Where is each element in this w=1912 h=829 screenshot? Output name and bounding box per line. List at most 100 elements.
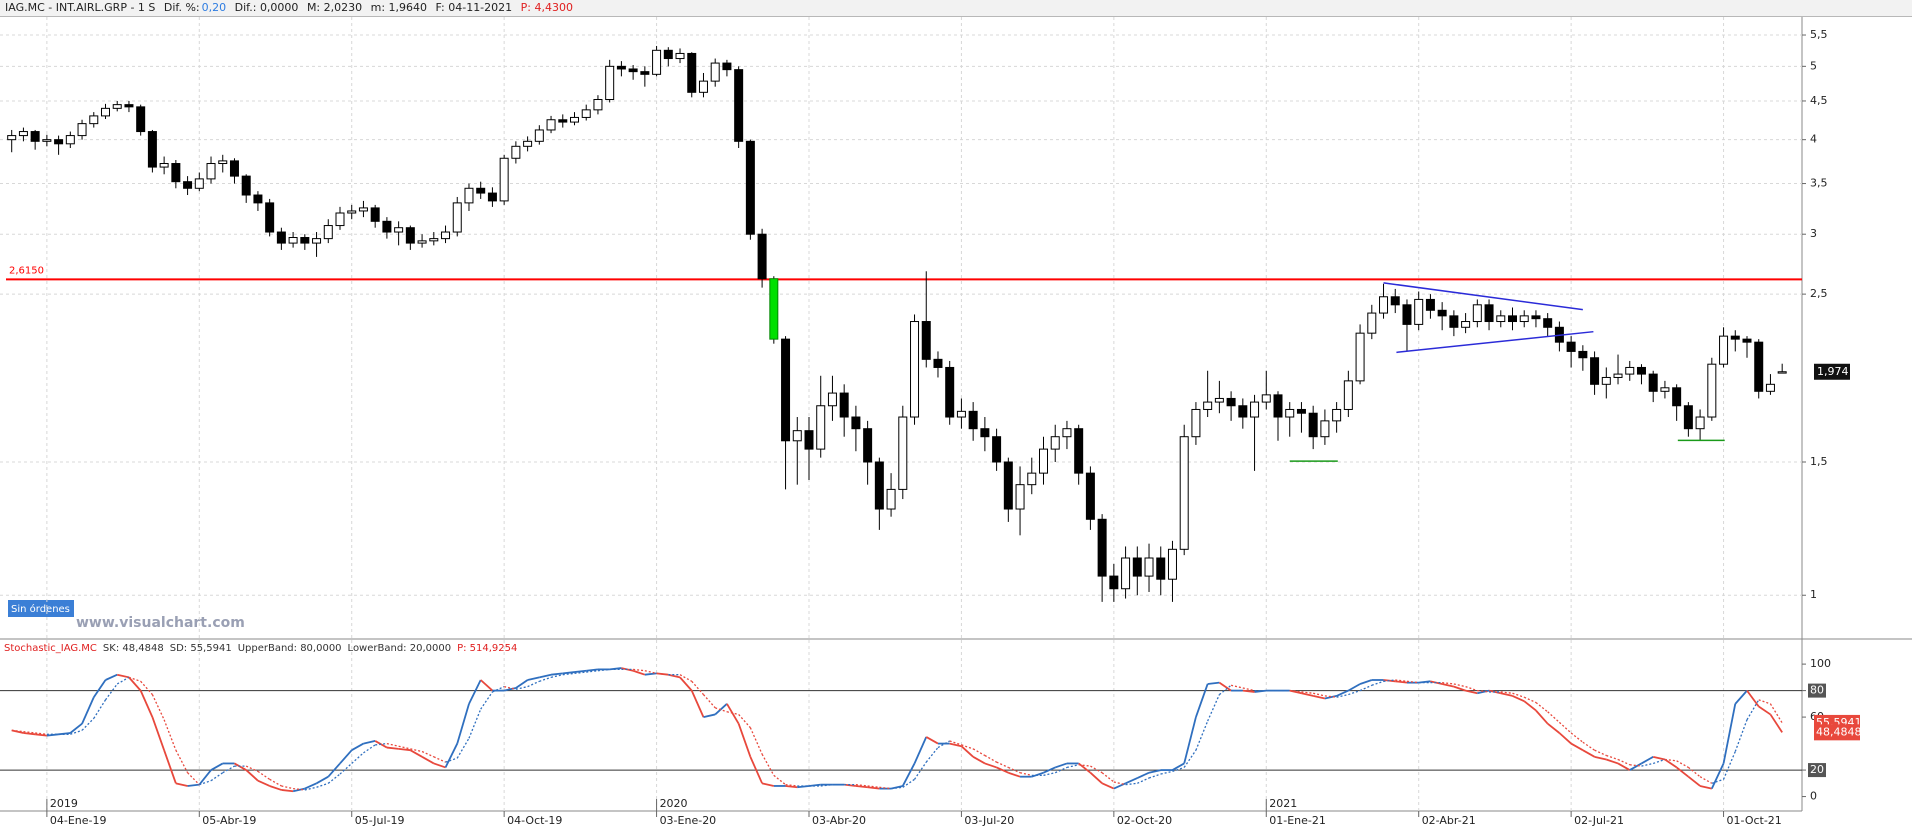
stochastic-line <box>351 752 364 764</box>
header-field: m: 1,9640 <box>370 1 428 14</box>
candle-body <box>1203 401 1213 410</box>
orders-text: Sin órdenes <box>11 603 70 615</box>
candle-body <box>570 116 579 123</box>
year-label: 2019 <box>50 797 78 810</box>
stochastic-line <box>574 671 587 675</box>
candle-body <box>1085 472 1095 520</box>
stochastic-line <box>1746 690 1760 708</box>
candle-body <box>1121 557 1131 590</box>
x-tick-label: 03-Ene-20 <box>660 814 717 827</box>
stochastic-line <box>151 716 165 751</box>
stochastic-line <box>773 774 786 786</box>
stochastic-line <box>117 673 130 679</box>
stochastic-line <box>562 671 575 675</box>
candle-body <box>288 237 298 244</box>
band-label-box <box>1808 763 1826 778</box>
candle-body <box>593 99 603 111</box>
stochastic-line <box>187 772 200 786</box>
stochastic-line <box>1594 755 1607 761</box>
candle-body <box>124 104 134 108</box>
stochastic-line <box>210 762 224 771</box>
stochastic-line <box>879 786 892 790</box>
indicator-header: LowerBand: 20,0000 <box>348 643 452 654</box>
candle-body <box>464 187 474 204</box>
stochastic-line <box>1558 721 1572 734</box>
y-tick-label: 2,5 <box>1810 287 1828 300</box>
stochastic-line <box>139 690 154 718</box>
candle-body <box>30 131 40 142</box>
candle-body <box>523 140 533 147</box>
candle-body <box>745 140 755 235</box>
stochastic-line <box>1207 694 1220 722</box>
stochastic-line <box>151 694 165 721</box>
stochastic-line <box>1582 749 1596 758</box>
stochastic-line <box>128 676 142 692</box>
candle-body <box>147 131 157 168</box>
stochastic-line <box>1453 685 1466 692</box>
header-value: 0,20 <box>201 1 227 14</box>
stochastic-line <box>726 703 740 725</box>
stochastic-line <box>81 696 95 725</box>
candle-body <box>77 123 87 137</box>
stochastic-line <box>679 676 693 692</box>
candle-body <box>1683 405 1693 430</box>
stochastic-line <box>386 746 399 750</box>
stochastic-line <box>1148 769 1161 774</box>
candle-body <box>206 163 216 180</box>
stochastic-line <box>1570 742 1584 751</box>
stochastic-line <box>925 747 939 763</box>
stochastic-line <box>749 727 763 755</box>
candle-body <box>1707 363 1717 418</box>
candle-body <box>816 405 826 450</box>
stochastic-line <box>1687 766 1701 778</box>
stochastic-line <box>690 690 705 718</box>
header-field: P: 4,4300 <box>520 1 573 14</box>
stochastic-line <box>949 742 962 748</box>
stochastic-line <box>1195 683 1209 718</box>
candle-body <box>1672 387 1682 407</box>
stochastic-line <box>398 747 411 752</box>
last-price-label: 1,974 <box>1817 365 1849 378</box>
candle-body <box>792 430 802 442</box>
stochastic-line <box>480 691 493 710</box>
stochastic-line <box>785 783 798 787</box>
stochastic-line <box>304 782 317 790</box>
candle-body <box>1765 383 1775 392</box>
header-bar: IAG.MC - INT.AIRL.GRP - 1 S Dif. %: 0,20 … <box>0 0 1912 17</box>
stochastic-line <box>1664 758 1678 769</box>
candle-body <box>910 321 920 418</box>
candle-body <box>734 69 744 142</box>
stochastic-line <box>339 762 353 775</box>
candle-body <box>827 392 837 407</box>
candle-body <box>312 238 322 244</box>
stochastic-line <box>1535 702 1549 713</box>
stochastic-line <box>960 745 974 758</box>
stochastic-line <box>1289 689 1302 693</box>
stochastic-line <box>35 732 47 735</box>
candle-body <box>663 49 673 60</box>
header-field: Dif. %: <box>163 1 200 14</box>
stochastic-line <box>1101 782 1115 790</box>
x-tick-label: 04-Ene-19 <box>50 814 107 827</box>
candle-body <box>487 192 497 202</box>
stochastic-line <box>23 732 36 736</box>
header-field: F: 04-11-2021 <box>435 1 513 14</box>
trend-line <box>1383 282 1583 311</box>
y-tick-label: 80 <box>1810 684 1824 697</box>
candle-body <box>1590 357 1600 385</box>
candle-body <box>370 207 380 222</box>
stochastic-line <box>1547 723 1560 734</box>
stochastic-line <box>1101 772 1115 783</box>
candle-body <box>1250 401 1260 418</box>
indicator-header: UpperBand: 80,0000 <box>238 643 342 654</box>
stochastic-line <box>281 789 294 793</box>
candle-body <box>992 436 1002 463</box>
stochastic-line <box>1218 684 1232 696</box>
candle-body <box>441 231 451 240</box>
x-tick-label: 02-Oct-20 <box>1117 814 1172 827</box>
candle-body <box>1343 380 1353 410</box>
stochastic-line <box>1347 683 1361 692</box>
y-tick-label: 3 <box>1810 227 1817 240</box>
stochastic-line <box>1653 755 1666 761</box>
candle-body <box>335 212 345 227</box>
